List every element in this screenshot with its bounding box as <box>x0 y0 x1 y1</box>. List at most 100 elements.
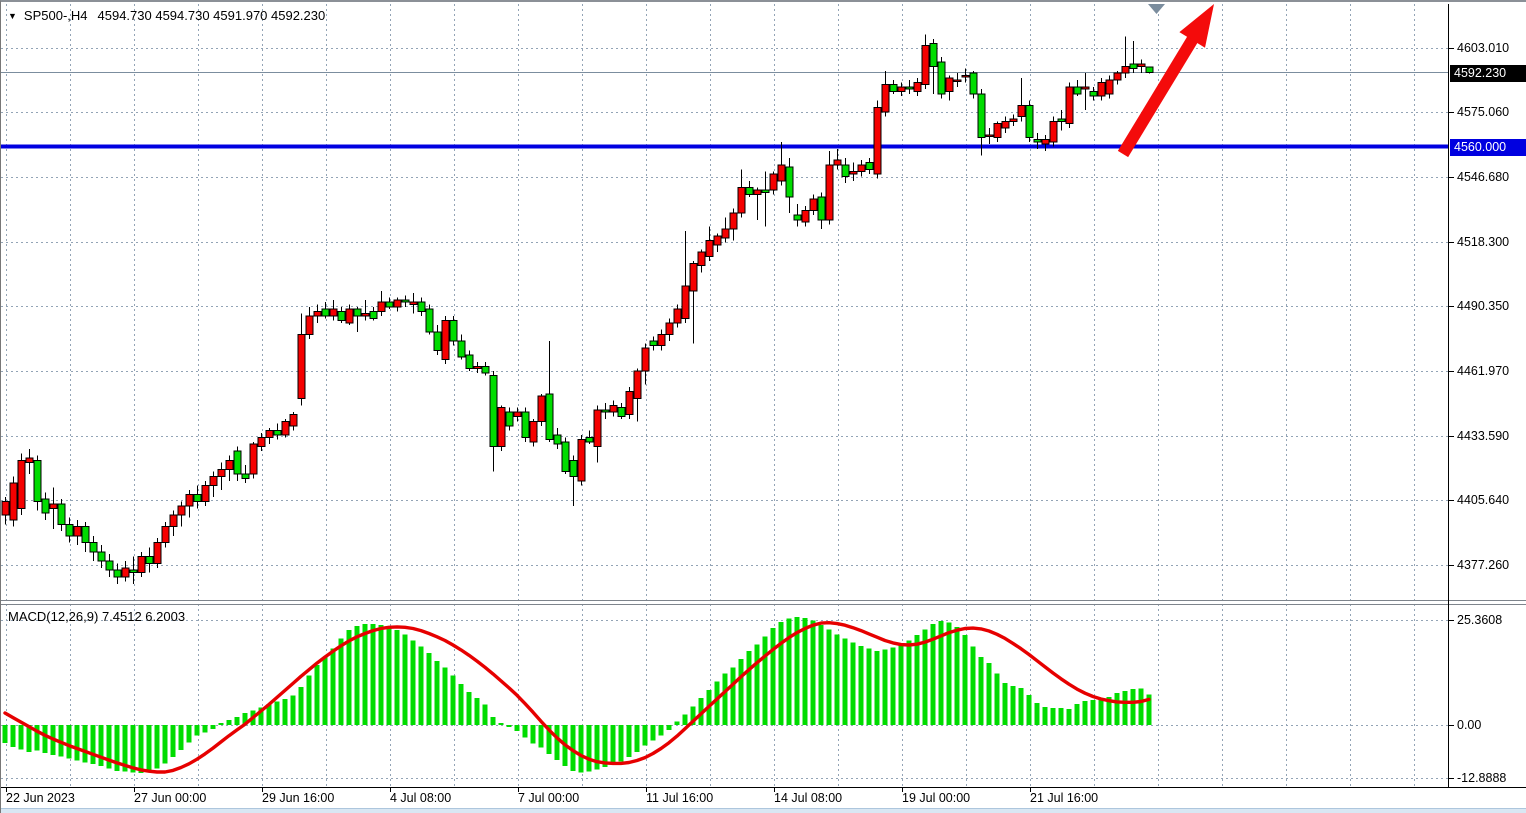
macd-histogram-bar <box>498 722 504 725</box>
price-axis-label: 4433.590 <box>1457 429 1510 443</box>
macd-histogram-bar <box>1138 688 1144 725</box>
candle-body <box>865 162 874 170</box>
candle-body <box>977 93 986 138</box>
macd-histogram-bar <box>994 673 1000 725</box>
candle-body <box>1041 139 1050 145</box>
candle-body <box>585 436 594 443</box>
macd-histogram-bar <box>426 652 432 725</box>
macd-histogram-bar <box>282 699 288 725</box>
candle-body <box>457 340 466 358</box>
candle-body <box>49 503 58 509</box>
candle-body <box>145 555 154 564</box>
candle-body <box>993 123 1002 138</box>
macd-histogram-bar <box>1050 708 1056 725</box>
time-axis-label: 7 Jul 00:00 <box>518 791 580 805</box>
candle-body <box>497 407 506 448</box>
macd-histogram-bar <box>170 725 176 758</box>
time-axis-label: 21 Jul 16:00 <box>1030 791 1099 805</box>
candle-body <box>673 308 682 324</box>
macd-histogram-bar <box>690 706 696 725</box>
candle-body <box>17 459 26 509</box>
candle-body <box>1145 66 1154 74</box>
candle-body <box>785 166 794 198</box>
macd-histogram-bar <box>818 624 824 725</box>
macd-histogram-bar <box>1114 692 1120 725</box>
trend-arrow-shaft[interactable] <box>1117 31 1201 158</box>
macd-histogram-bar <box>218 722 224 725</box>
candle-body <box>1089 91 1098 97</box>
macd-histogram-bar <box>754 644 760 725</box>
candle-body <box>121 567 130 578</box>
macd-histogram-bar <box>130 725 136 773</box>
macd-histogram-bar <box>146 725 152 772</box>
macd-histogram-bar <box>410 640 416 725</box>
candle-body <box>273 429 282 436</box>
hline-price-tag[interactable]: 4560.000 <box>1450 139 1526 156</box>
macd-histogram-bar <box>842 638 848 725</box>
macd-histogram-bar <box>74 725 80 761</box>
time-axis-label: 27 Jun 00:00 <box>134 791 207 805</box>
macd-histogram-bar <box>210 725 216 730</box>
macd-histogram-bar <box>1074 703 1080 725</box>
candle-body <box>1017 104 1026 118</box>
chart-shift-marker-icon[interactable] <box>1148 4 1165 14</box>
macd-histogram-bar <box>658 725 664 736</box>
candle-body <box>473 365 482 370</box>
macd-histogram-bar <box>898 644 904 725</box>
macd-histogram-bar <box>178 725 184 751</box>
candle-body <box>265 429 274 438</box>
candle-body <box>25 457 34 464</box>
candle-body <box>433 331 442 351</box>
macd-histogram-bar <box>490 716 496 725</box>
symbol-dropdown-icon[interactable]: ▼ <box>8 11 17 21</box>
candle-body <box>529 420 538 443</box>
macd-histogram-bar <box>314 665 320 725</box>
macd-histogram-bar <box>266 703 272 725</box>
macd-histogram-bar <box>650 725 656 741</box>
macd-histogram-bar <box>194 725 200 736</box>
macd-histogram-bar <box>762 636 768 725</box>
current-price-tag: 4592.230 <box>1450 65 1526 82</box>
price-axis-label: 4405.640 <box>1457 493 1510 507</box>
candle-body <box>217 468 226 477</box>
candle-body <box>1105 79 1114 95</box>
candle-body <box>129 569 138 573</box>
candle-body <box>697 251 706 267</box>
macd-histogram-bar <box>202 725 208 733</box>
macd-histogram-bar <box>1034 703 1040 725</box>
time-axis-label: 19 Jul 00:00 <box>902 791 971 805</box>
macd-histogram-bar <box>90 725 96 765</box>
candle-body <box>1073 86 1082 95</box>
candle-body <box>561 441 570 473</box>
candle-body <box>921 45 930 86</box>
candle-body <box>81 526 90 544</box>
candle-body <box>753 189 762 196</box>
macd-histogram-bar <box>138 725 144 773</box>
candle-body <box>337 310 346 322</box>
candle-body <box>1001 120 1010 129</box>
candle-body <box>777 164 786 182</box>
macd-histogram-bar <box>322 656 328 725</box>
time-axis-label: 14 Jul 08:00 <box>774 791 843 805</box>
macd-histogram-bar <box>1058 708 1064 725</box>
candle-body <box>257 436 266 448</box>
macd-histogram-bar <box>554 725 560 761</box>
candle-body <box>953 79 962 82</box>
candle-body <box>41 498 50 514</box>
macd-histogram-bar <box>2 725 8 744</box>
trend-arrow-head[interactable] <box>1179 4 1214 48</box>
candle-body <box>793 214 802 221</box>
macd-values: 7.4512 6.2003 <box>101 609 186 624</box>
candle-body <box>201 484 210 502</box>
macd-histogram-bar <box>1106 696 1112 725</box>
candle-body <box>225 459 234 470</box>
candle-body <box>489 375 498 448</box>
candle-body <box>249 443 258 475</box>
macd-name: MACD(12,26,9) <box>8 609 99 624</box>
macd-histogram-bar <box>114 725 120 771</box>
candle-body <box>1097 81 1106 97</box>
time-axis-label: 22 Jun 2023 <box>6 791 75 805</box>
macd-histogram-bar <box>626 725 632 758</box>
macd-indicator-label: MACD(12,26,9) 7.4512 6.2003 <box>8 609 185 624</box>
